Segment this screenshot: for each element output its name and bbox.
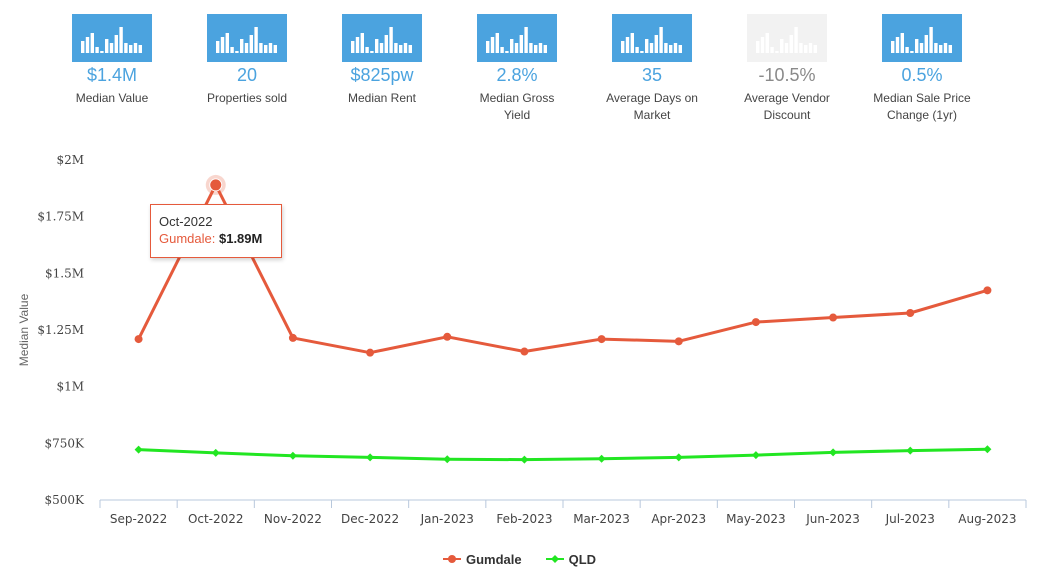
tooltip-value: $1.89M [218,231,263,246]
stat-card: 20 Properties sold [187,14,307,107]
stat-label-line: Average Vendor [744,91,830,105]
stat-label-line: Median Sale Price [873,91,971,105]
x-tick-label: May-2023 [726,512,785,526]
bar-chart-icon [477,14,557,62]
tooltip-date: Oct-2022 [159,214,213,229]
data-point [134,445,143,454]
stat-value: 2.8% [496,65,538,85]
stat-label-line: Discount [763,108,811,122]
data-point [288,333,297,342]
x-tick-label: Jun-2023 [805,512,860,526]
stats-panel: $1.4M Median Value 20 Properties sold $825pw… [0,0,1039,130]
stat-value: 35 [641,65,663,85]
stat-card: -10.5% Average Vendor Discount [727,14,847,124]
bar-chart-icon [207,14,287,62]
chart-legend: Gumdale QLD [0,549,1039,569]
data-point [829,313,838,322]
x-tick-label: Nov-2022 [264,512,322,526]
stat-card: $1.4M Median Value [52,14,172,107]
data-point [134,335,143,344]
legend-marker-gumdale-icon [442,555,461,563]
stat-label-line: Change (1yr) [886,108,958,122]
stat-label: Average Days on Market [592,90,712,124]
stat-card: $825pw Median Rent [322,14,442,107]
stat-label: Average Vendor Discount [727,90,847,124]
stat-label-line: Yield [503,108,531,122]
data-point [520,347,529,356]
stat-label-line: Median Gross [479,91,555,105]
stat-label-line: Market [633,108,671,122]
stat-card: 35 Average Days on Market [592,14,712,124]
x-tick-label: Feb-2023 [496,512,552,526]
series-line-qld [138,447,988,462]
data-point [597,335,606,344]
stat-value: 20 [236,65,258,85]
legend-marker-qld-icon [545,555,564,563]
chart-tooltip: Oct-2022 Gumdale: $1.89M [150,204,282,258]
x-tick-label: Mar-2023 [573,512,630,526]
data-point [751,318,760,327]
stat-label: Median Sale Price Change (1yr) [862,90,982,124]
stat-value: -10.5% [758,65,816,85]
stat-card: 2.8% Median Gross Yield [457,14,577,124]
data-point [674,453,683,462]
data-point [597,454,606,463]
x-tick-label: Dec-2022 [341,512,399,526]
stat-label: Median Rent [322,90,442,107]
series-line-gumdale [137,183,988,355]
y-tick-label: $1.25M [37,323,84,337]
data-point [366,453,375,462]
y-tick-label: $750K [44,436,85,450]
legend-label-qld: QLD [568,551,597,567]
stat-label-line: Median Value [75,91,149,105]
y-axis-label: Median Value [17,293,31,366]
y-tick-label: $1.75M [37,210,84,224]
x-tick-label: Apr-2023 [651,512,706,526]
data-point [751,451,760,460]
stat-label-line: Average Days on [606,91,698,105]
data-point [209,178,223,192]
stat-value: $1.4M [86,65,138,85]
legend-item-qld[interactable]: QLD [545,551,597,567]
x-tick-label: Oct-2022 [188,512,244,526]
data-point [520,455,529,464]
data-point [443,455,452,464]
median-value-chart: Sep-2022 Oct-2022 Nov-2022 Dec-2022 Jan-2023… [17,153,1027,526]
x-tick-label: Jul-2023 [885,512,935,526]
data-point [906,446,915,455]
legend-label-gumdale: Gumdale [465,551,522,567]
data-point [211,448,220,457]
stat-value: $825pw [350,65,414,85]
stat-label-line: Properties sold [206,91,288,105]
y-tick-label: $500K [44,493,85,507]
bar-chart-icon [72,14,152,62]
stat-label: Properties sold [187,90,307,107]
bar-chart-icon [882,14,962,62]
stat-label: Median Value [52,90,172,107]
bar-chart-icon [612,14,692,62]
stat-label-line: Median Rent [347,91,417,105]
data-point [674,337,683,346]
data-point [906,309,915,317]
data-point [983,286,992,295]
tooltip-series-name: Gumdale [159,231,212,246]
data-point [983,445,992,454]
bar-chart-icon [747,14,827,62]
bar-chart-icon [342,14,422,62]
data-point [443,332,452,341]
y-tick-label: $1.5M [45,266,84,280]
y-tick-label: $1M [56,380,84,394]
x-tick-label: Sep-2022 [110,512,168,526]
y-tick-label: $2M [56,153,84,167]
data-point [288,451,297,460]
stat-value: 0.5% [901,65,943,85]
x-tick-label: Aug-2023 [958,512,1016,526]
stat-card: 0.5% Median Sale Price Change (1yr) [862,14,982,124]
stat-label: Median Gross Yield [457,90,577,124]
data-point [829,448,838,457]
x-tick-label: Jan-2023 [420,512,474,526]
legend-item-gumdale[interactable]: Gumdale [442,551,522,567]
data-point [366,348,375,357]
